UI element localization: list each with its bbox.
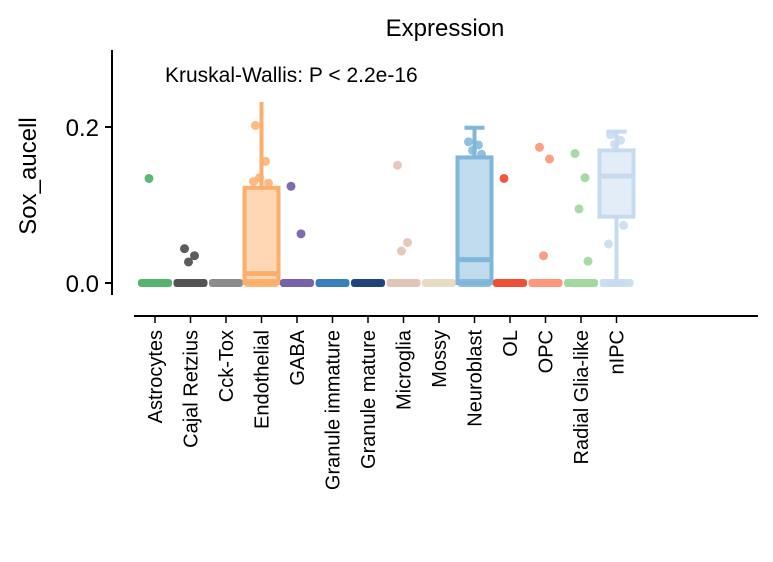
x-tick-label: Cck-Tox [216, 330, 238, 402]
zero-points [209, 279, 243, 287]
x-tick-label: OL [500, 330, 522, 357]
data-point [474, 140, 483, 150]
data-point [610, 139, 619, 149]
data-point [583, 256, 593, 266]
data-point [144, 173, 154, 183]
data-point [619, 220, 628, 230]
box-group-cck-tox [209, 279, 243, 287]
box [455, 155, 494, 285]
zero-points [493, 279, 527, 287]
zero-points [351, 279, 385, 287]
data-point [261, 156, 270, 166]
data-point [296, 229, 306, 239]
box-group-opc [528, 142, 563, 287]
data-point [545, 154, 554, 164]
zero-points [138, 279, 172, 287]
y-tick-label: 0.2 [66, 115, 99, 142]
box-group-neuroblast [455, 125, 494, 287]
data-point [184, 257, 193, 267]
zero-points [599, 279, 634, 287]
x-tick-label: nIPC [607, 330, 629, 374]
box-group-ol [493, 173, 527, 287]
zero-points [244, 279, 279, 287]
y-ticks: 0.0 0.2 [66, 115, 112, 298]
data-point [464, 137, 473, 147]
x-tick-label: Radial Glia-like [571, 330, 593, 465]
x-tick-label: OPC [536, 330, 558, 373]
box-group-granule-immature [315, 279, 350, 287]
box-group-nipc [597, 129, 636, 287]
box-group-mossy [422, 279, 456, 287]
box-group-endothelial [242, 102, 281, 287]
box-group-granule-mature [351, 279, 385, 287]
data-point [468, 145, 477, 155]
x-tick-label: Microglia [394, 329, 416, 410]
data-point [397, 246, 406, 256]
zero-points [564, 279, 598, 287]
zero-points [315, 279, 350, 287]
data-point [393, 160, 402, 170]
box-group-radial-glia-like [564, 149, 598, 287]
data-point [606, 130, 615, 140]
x-tick-label: Granule immature [323, 330, 345, 490]
zero-points [422, 279, 456, 287]
data-point [264, 178, 273, 188]
box-group-microglia [386, 160, 421, 287]
x-tick-label: Astrocytes [145, 330, 167, 423]
data-point [535, 142, 544, 152]
zero-points [386, 279, 421, 287]
box [242, 185, 281, 285]
zero-points [528, 279, 563, 287]
data-point [580, 173, 590, 183]
x-ticks: Astrocytes Cajal Retzius Cck-Tox Endothelia… [145, 316, 629, 490]
x-tick-label: GABA [287, 329, 309, 385]
y-tick-label: 0.0 [66, 271, 99, 298]
data-point [251, 120, 260, 130]
box [597, 148, 636, 219]
data-point [499, 173, 509, 183]
y-axis-label: Sox_aucell [15, 117, 42, 234]
x-tick-label: Neuroblast [465, 330, 487, 427]
data-point [403, 237, 412, 247]
data-point [604, 239, 613, 249]
x-tick-label: Cajal Retzius [181, 330, 203, 448]
x-tick-label: Granule mature [358, 330, 380, 469]
stat-annotation: Kruskal-Wallis: P < 2.2e-16 [165, 64, 418, 87]
x-tick-label: Endothelial [252, 330, 274, 429]
zero-points [457, 279, 492, 287]
data-point [477, 149, 486, 159]
zero-points [280, 279, 314, 287]
box-group-cajal-retzius [173, 244, 208, 287]
chart-title: Expression [386, 15, 505, 42]
data-point [286, 181, 296, 191]
data-point [570, 149, 580, 159]
data-point [574, 204, 584, 214]
box-group-astrocytes [138, 173, 172, 287]
data-point [249, 177, 258, 187]
zero-points [173, 279, 208, 287]
data-point [539, 251, 548, 261]
box-group-gaba [280, 181, 314, 287]
data-point [190, 251, 199, 261]
data-point [180, 244, 189, 254]
plot-area [138, 102, 636, 287]
x-tick-label: Mossy [429, 330, 451, 388]
